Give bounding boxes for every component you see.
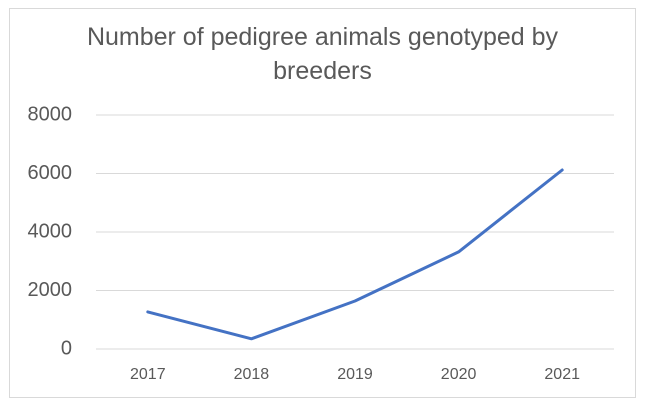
y-tick-label: 6000 bbox=[28, 162, 73, 184]
x-tick-label: 2021 bbox=[544, 366, 580, 383]
x-tick-label: 2020 bbox=[441, 366, 477, 383]
data-line bbox=[146, 168, 564, 341]
chart-title: Number of pedigree animals genotyped by … bbox=[86, 23, 559, 85]
x-tick-label: 2019 bbox=[337, 366, 373, 383]
x-tick-label: 2017 bbox=[130, 366, 166, 383]
chart-frame bbox=[9, 8, 636, 398]
y-tick-label: 2000 bbox=[28, 279, 73, 301]
y-tick-label: 0 bbox=[61, 337, 72, 359]
y-tick-label: 4000 bbox=[28, 220, 73, 242]
x-tick-label: 2018 bbox=[234, 366, 270, 383]
y-tick-label: 8000 bbox=[28, 103, 73, 125]
